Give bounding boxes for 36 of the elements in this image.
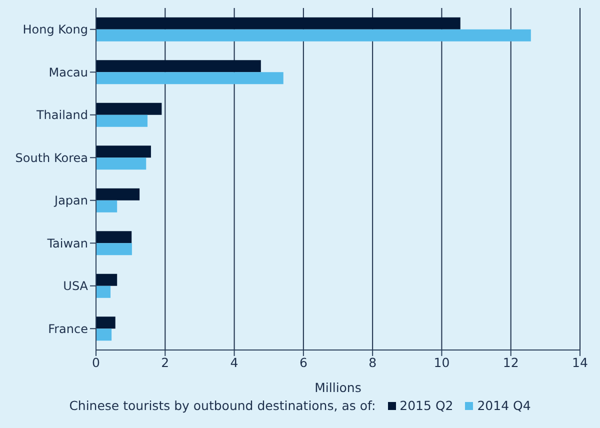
y-tick-label: Thailand: [35, 108, 88, 122]
bar: [96, 200, 118, 212]
bar: [96, 60, 261, 72]
bar: [96, 188, 140, 200]
legend-title: Chinese tourists by outbound destinations, as of:: [69, 398, 376, 413]
x-tick-label: 4: [230, 354, 238, 370]
bar: [96, 114, 148, 127]
bar: [96, 243, 132, 256]
bar: [96, 231, 132, 244]
legend-label: 2015 Q2: [400, 398, 454, 413]
legend-label: 2014 Q4: [477, 398, 531, 413]
bar: [96, 286, 111, 298]
y-tick-label: USA: [63, 279, 89, 294]
bar: [96, 146, 151, 158]
x-tick-label: 14: [572, 354, 588, 370]
y-tick-label: France: [48, 322, 88, 336]
x-tick-label: 10: [434, 354, 450, 370]
bar: [96, 29, 531, 42]
y-tick-label: Macau: [48, 65, 88, 80]
y-tick-label: South Korea: [15, 150, 88, 165]
x-tick-label: 6: [299, 354, 308, 370]
y-tick-label: Japan: [54, 194, 88, 208]
bar: [96, 102, 162, 115]
bar: [96, 316, 116, 329]
y-tick-label: Hong Kong: [22, 22, 88, 37]
bar: [96, 274, 118, 286]
bar: [96, 158, 146, 170]
y-tick-label: Taiwan: [46, 236, 88, 250]
bar: [96, 72, 284, 84]
x-tick-label: 2: [161, 354, 170, 370]
bar: [96, 328, 112, 341]
x-tick-label: 12: [502, 354, 519, 370]
x-tick-label: 0: [92, 354, 100, 370]
bar: [96, 17, 460, 30]
x-tick-label: 8: [368, 354, 377, 370]
x-axis-title: Millions: [314, 380, 362, 395]
